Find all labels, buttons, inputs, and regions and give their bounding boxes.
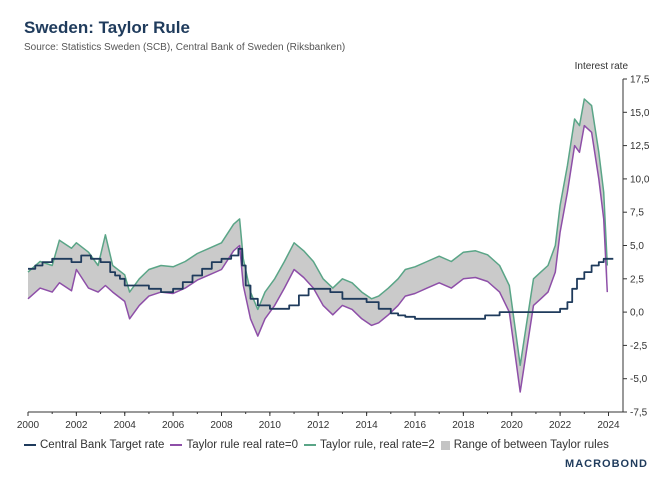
- y-tick-label: 17,5: [630, 75, 650, 86]
- chart-title: Sweden: Taylor Rule: [24, 18, 190, 37]
- legend-swatch-range: [440, 440, 450, 450]
- legend-swatch-real2: [304, 444, 316, 446]
- x-tick-label: 2012: [307, 420, 330, 431]
- legend-label-real2: Taylor rule, real rate=2: [320, 439, 435, 451]
- x-tick-label: 2004: [114, 420, 137, 431]
- series-line-taylor-real0: [27, 124, 609, 393]
- y-tick-label: 0,0: [630, 308, 644, 319]
- x-tick-label: 2018: [452, 420, 475, 431]
- legend: Central Bank Target rate Taylor rule rea…: [24, 439, 615, 451]
- series-line-target-rate: [28, 247, 614, 320]
- series-line-taylor-real2: [27, 98, 609, 367]
- y-tick-label: 15,0: [630, 108, 650, 119]
- x-tick-label: 2000: [17, 420, 40, 431]
- macrobond-logo: MACROBOND: [565, 458, 648, 470]
- legend-label-range: Range of between Taylor rules: [453, 439, 609, 451]
- x-tick-label: 2016: [404, 420, 427, 431]
- legend-label-real0: Taylor rule real rate=0: [186, 439, 298, 451]
- x-tick-label: 2020: [501, 420, 524, 431]
- y-tick-label: 7,5: [630, 208, 644, 219]
- x-tick-label: 2014: [355, 420, 378, 431]
- chart-subtitle: Source: Statistics Sweden (SCB), Central…: [24, 42, 346, 53]
- y-tick-label: 2,5: [630, 274, 644, 285]
- x-tick-label: 2002: [65, 420, 88, 431]
- y-tick-label: -7,5: [630, 408, 648, 419]
- x-tick-label: 2008: [210, 420, 233, 431]
- x-tick-label: 2010: [259, 420, 282, 431]
- x-tick-label: 2024: [597, 420, 620, 431]
- legend-item-target: Central Bank Target rate: [24, 439, 164, 451]
- y-tick-label: -2,5: [630, 341, 648, 352]
- y-tick-label: -5,0: [630, 374, 648, 385]
- legend-item-real2: Taylor rule, real rate=2: [304, 439, 435, 451]
- x-tick-label: 2022: [549, 420, 572, 431]
- y-tick-label: 12,5: [630, 141, 650, 152]
- y-axis-label: Interest rate: [574, 61, 628, 72]
- range-band: [28, 99, 608, 392]
- y-tick-label: 5,0: [630, 241, 644, 252]
- axes-layer: 17,5 15,0 12,5 10,0 7,5 5,0 2,5 0,0 -2,5 -5,0 -7,5…: [17, 75, 650, 432]
- range-band-layer: [28, 99, 608, 392]
- legend-swatch-target: [24, 444, 36, 446]
- x-tick-label: 2006: [162, 420, 185, 431]
- series-layer: [27, 98, 614, 393]
- legend-label-target: Central Bank Target rate: [40, 439, 165, 451]
- legend-item-range: Range of between Taylor rules: [440, 439, 609, 451]
- legend-swatch-real0: [170, 444, 183, 446]
- y-tick-label: 10,0: [630, 174, 650, 185]
- legend-item-real0: Taylor rule real rate=0: [170, 439, 298, 451]
